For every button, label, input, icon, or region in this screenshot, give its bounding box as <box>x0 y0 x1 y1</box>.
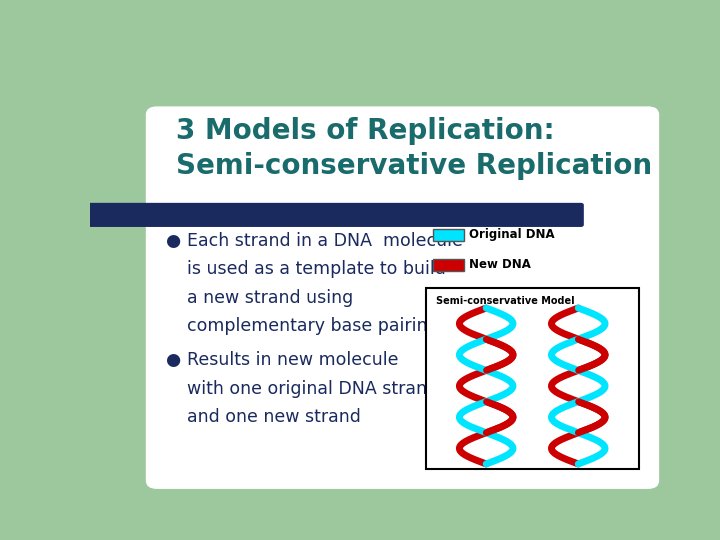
Text: Semi-conservative Replication: Semi-conservative Replication <box>176 152 652 180</box>
FancyBboxPatch shape <box>433 259 464 271</box>
Text: complementary base pairing: complementary base pairing <box>186 317 438 335</box>
FancyBboxPatch shape <box>145 106 660 489</box>
FancyBboxPatch shape <box>426 288 639 469</box>
FancyBboxPatch shape <box>87 203 584 227</box>
Text: Each strand in a DNA  molecule: Each strand in a DNA molecule <box>186 232 462 250</box>
Text: ●: ● <box>166 352 181 369</box>
Text: and one new strand: and one new strand <box>186 408 361 426</box>
Text: 3 Models of Replication:: 3 Models of Replication: <box>176 117 555 145</box>
Text: is used as a template to build: is used as a template to build <box>186 260 446 278</box>
FancyBboxPatch shape <box>433 228 464 241</box>
Text: New DNA: New DNA <box>469 258 531 271</box>
Text: a new strand using: a new strand using <box>186 288 353 307</box>
Text: Semi-conservative Model: Semi-conservative Model <box>436 295 575 306</box>
Text: with one original DNA strand: with one original DNA strand <box>186 380 438 397</box>
Text: Original DNA: Original DNA <box>469 228 555 241</box>
Text: Results in new molecule: Results in new molecule <box>186 352 398 369</box>
Text: ●: ● <box>166 232 181 250</box>
